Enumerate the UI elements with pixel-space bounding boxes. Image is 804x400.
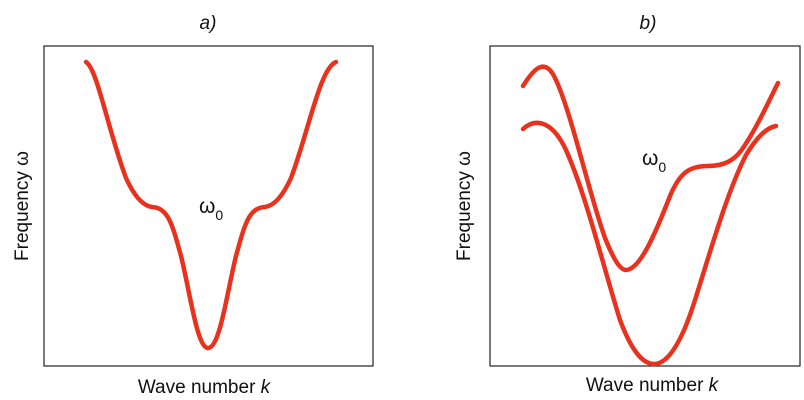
panel-b: b) Frequency ω Wave number k ω0 xyxy=(454,13,801,396)
panel-b-frame xyxy=(489,45,801,367)
panel-b-label: b) xyxy=(640,13,657,34)
panel-a-label: a) xyxy=(200,13,217,34)
panel-a-dispersion-curve xyxy=(83,59,339,351)
panel-a-y-axis-label: Frequency ω xyxy=(12,151,33,261)
panel-b-y-axis-label: Frequency ω xyxy=(454,151,475,261)
panel-a-x-axis-label: Wave number k xyxy=(138,377,272,398)
panel-a-omega-symbol: ω xyxy=(199,195,215,218)
panel-b-upper-dispersion-curve xyxy=(520,64,781,273)
panel-b-omega0-label: ω0 xyxy=(642,147,666,175)
panel-b-lower-dispersion-curve xyxy=(520,120,779,367)
panel-b-omega-subscript: 0 xyxy=(658,159,666,175)
panel-b-x-axis-variable: k xyxy=(709,375,720,396)
panel-a-frame xyxy=(43,45,374,367)
panel-a-x-axis-variable: k xyxy=(261,377,272,398)
panel-a-x-axis-text: Wave number xyxy=(138,377,261,398)
panel-b-omega-symbol: ω xyxy=(642,147,658,170)
panel-a: a) Frequency ω Wave number k ω0 xyxy=(12,13,374,398)
panel-b-x-axis-text: Wave number xyxy=(586,375,709,396)
panel-a-omega-subscript: 0 xyxy=(215,207,223,223)
panel-b-x-axis-label: Wave number k xyxy=(586,375,720,396)
panel-a-omega0-label: ω0 xyxy=(199,195,223,223)
